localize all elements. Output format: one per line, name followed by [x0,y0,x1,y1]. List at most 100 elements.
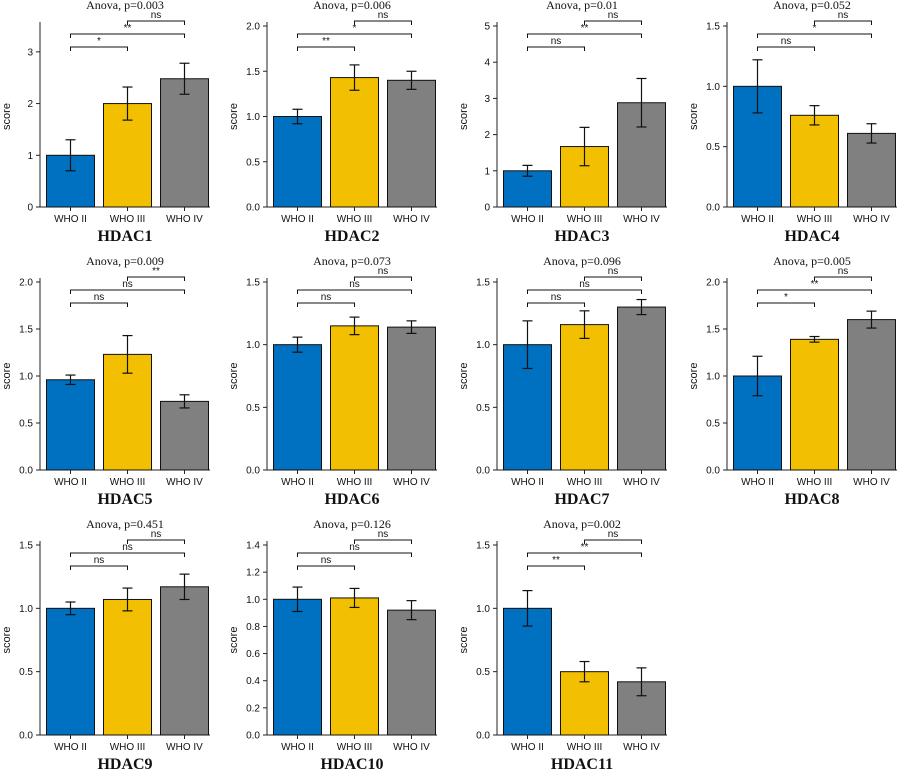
x-tick-label: WHO II [511,214,544,225]
chart-title: Anova, p=0.01 [546,0,618,12]
x-tick-label: WHO IV [853,214,890,225]
y-axis-label: score [458,103,470,130]
y-tick-label: 1.0 [706,372,720,383]
significance-label: ns [349,542,360,553]
y-tick-label: 1.0 [246,595,260,606]
x-tick-label: WHO III [797,477,833,488]
y-tick-label: 0.0 [246,731,260,742]
y-tick-label: 5 [484,22,490,33]
significance-bracket: ns [354,266,412,281]
y-tick-label: 0.5 [706,419,720,430]
error-bar [349,316,360,336]
x-tick-label: WHO III [337,742,373,753]
x-tick-label: WHO III [337,477,373,488]
x-tick-label: WHO II [281,477,314,488]
significance-bracket: ns [584,266,642,281]
error-bar [866,310,877,329]
chart-title: Anova, p=0.005 [773,254,851,268]
chart-panel-hdac8: Anova, p=0.005 HDAC8 0.0 0.5 1.0 1.5 2.0 score W… [688,254,897,508]
bar-who-iv [160,78,209,208]
bar-who-iv [617,306,666,471]
gene-label: HDAC6 [324,491,379,508]
significance-bracket: ns [527,36,585,51]
error-bar [579,126,590,167]
significance-label: ns [122,542,133,553]
error-bar [349,587,360,609]
y-tick-label: 1.5 [246,278,260,289]
x-tick-label: WHO III [567,214,603,225]
significance-bracket: ns [297,542,412,557]
y-tick-label: 0.0 [19,466,33,477]
significance-bracket: ns [527,292,585,307]
error-bar [752,59,763,114]
chart-title: Anova, p=0.451 [86,517,164,531]
y-tick-label: 0 [484,203,490,214]
significance-bracket: ns [297,292,355,307]
x-tick-label: WHO II [281,214,314,225]
bar-who-ii [273,598,322,736]
significance-bracket: ns [354,529,412,544]
y-axis-label: score [1,627,13,654]
significance-label: ** [581,542,589,553]
chart-panel-hdac7: Anova, p=0.096 HDAC7 0.0 0.5 1.0 1.5 score WHO … [458,254,667,508]
y-tick-label: 0.0 [476,466,490,477]
y-tick-label: 2.0 [19,278,33,289]
significance-label: ** [322,36,330,47]
significance-label: ns [321,292,332,303]
chart-panel-hdac11: Anova, p=0.002 HDAC11 0.0 0.5 1.0 1.5 score WHO… [458,517,667,773]
bar-who-iv [387,79,436,208]
y-axis-label: score [688,103,700,130]
gene-label: HDAC4 [784,228,839,245]
bar-who-ii [733,85,782,208]
x-tick-label: WHO II [511,477,544,488]
significance-bracket: ns [127,10,185,25]
gene-label: HDAC7 [554,491,609,508]
y-tick-label: 1.0 [476,340,490,351]
error-bar [406,70,417,90]
error-bar [522,320,533,370]
significance-label: * [97,36,101,47]
chart-title: Anova, p=0.073 [313,254,391,268]
significance-label: ns [378,529,389,540]
y-tick-label: 1.5 [476,278,490,289]
bar-who-ii [273,344,322,471]
bar-who-ii [273,116,322,208]
error-bar [809,105,820,126]
bar-who-iv [387,609,436,736]
significance-bracket: ** [127,266,185,281]
chart-title: Anova, p=0.126 [313,517,391,531]
bar-who-iii [330,597,379,736]
chart-title: Anova, p=0.003 [86,0,164,12]
significance-label: ns [151,10,162,21]
error-bar [522,589,533,627]
gene-label: HDAC11 [551,756,613,773]
chart-panel-hdac6: Anova, p=0.073 HDAC6 0.0 0.5 1.0 1.5 score WHO … [228,254,437,508]
x-tick-label: WHO III [110,214,146,225]
y-tick-label: 0.0 [476,731,490,742]
significance-label: ** [552,555,560,566]
error-bar [292,336,303,353]
x-tick-label: WHO IV [623,214,660,225]
bar-who-iv [387,326,436,471]
significance-bracket: ns [70,542,185,557]
error-bar [65,139,76,172]
bar-who-iii [560,324,609,471]
y-tick-label: 0.5 [706,142,720,153]
significance-label: ns [551,36,562,47]
significance-bracket: ** [527,542,642,557]
significance-bracket: ns [814,266,872,281]
error-bar [636,298,647,316]
error-bar [292,586,303,613]
gene-label: HDAC1 [97,228,152,245]
x-tick-label: WHO III [797,214,833,225]
y-tick-label: 0.2 [246,703,260,714]
significance-bracket: ns [297,279,412,294]
bar-who-iii [330,77,379,208]
x-tick-label: WHO III [337,214,373,225]
x-tick-label: WHO IV [623,477,660,488]
significance-bracket: ns [297,555,355,570]
x-tick-label: WHO IV [166,742,203,753]
x-tick-label: WHO III [567,477,603,488]
significance-bracket: ns [814,10,872,25]
